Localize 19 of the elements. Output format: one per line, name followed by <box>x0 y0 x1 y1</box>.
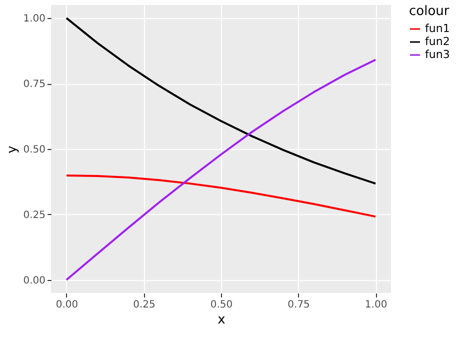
line-series <box>65 174 377 218</box>
x-tick-label: 0.25 <box>133 300 156 310</box>
line-series <box>65 58 377 281</box>
line-series <box>65 17 377 185</box>
legend-title: colour <box>409 4 450 19</box>
legend-label: fun3 <box>425 48 450 61</box>
y-axis-title: y <box>5 145 20 154</box>
x-axis-title: x <box>218 312 226 328</box>
legend-label: fun1 <box>425 22 450 35</box>
x-tick-label: 0.00 <box>56 300 78 310</box>
y-tick-label: 0.75 <box>23 79 46 90</box>
y-tick-label: 0.00 <box>23 275 46 286</box>
y-tick-label: 0.25 <box>23 210 46 221</box>
x-tick-label: 1.00 <box>364 300 388 310</box>
y-tick-label: 1.00 <box>23 14 46 25</box>
y-tick-label: 0.50 <box>23 144 46 156</box>
x-tick-label: 0.75 <box>288 300 310 310</box>
legend-label: fun2 <box>425 35 450 48</box>
x-tick-label: 0.50 <box>210 300 233 310</box>
